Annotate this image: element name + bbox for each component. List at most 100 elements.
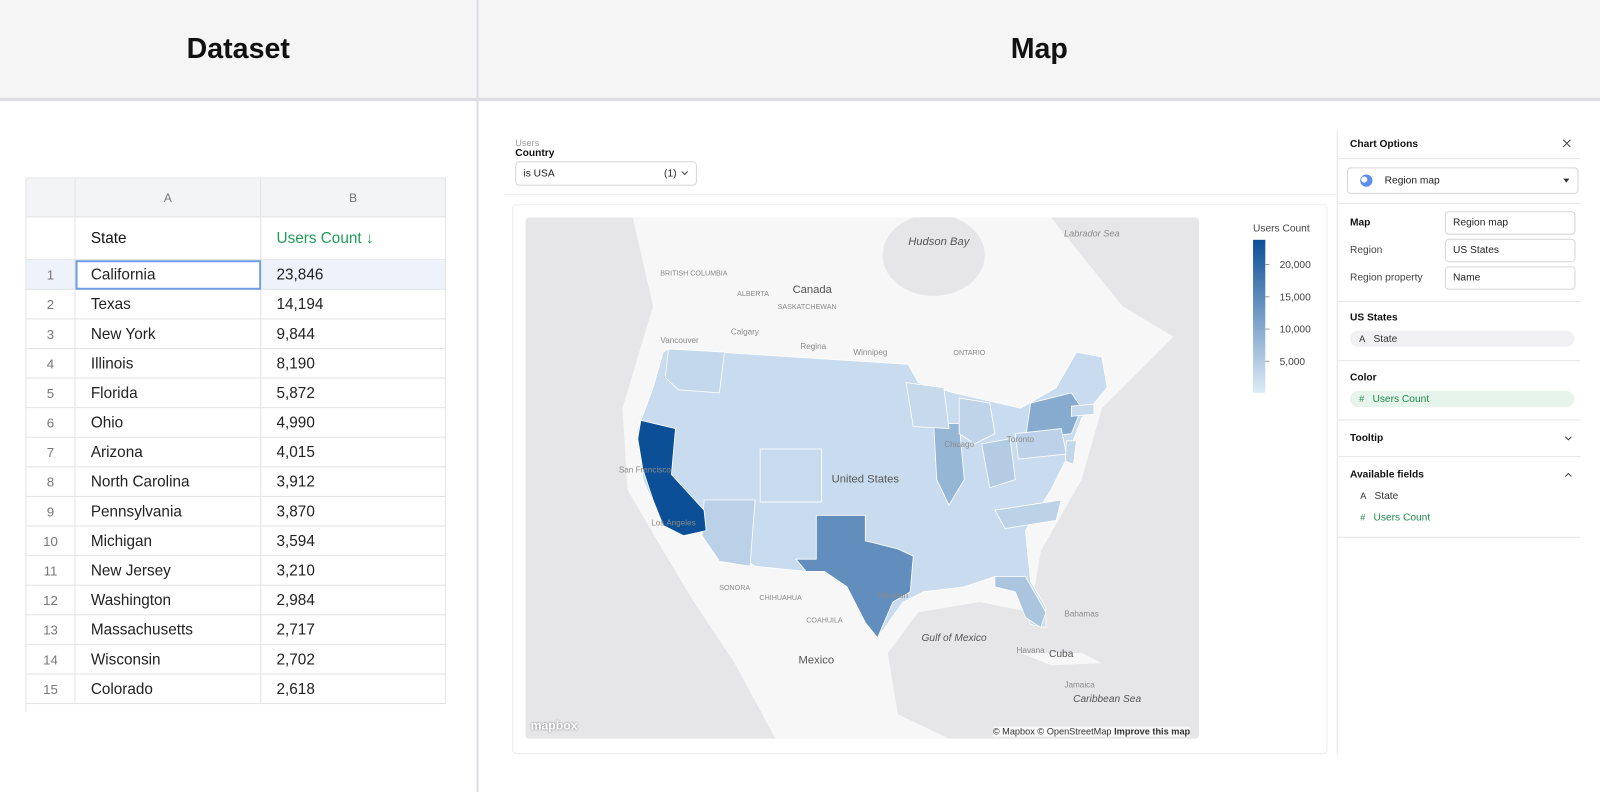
state-cell[interactable]: Florida xyxy=(75,378,262,409)
row-number: 14 xyxy=(26,644,76,675)
state-region[interactable] xyxy=(1071,403,1095,417)
column-letter[interactable]: B xyxy=(261,178,446,218)
map-label: Toronto xyxy=(1007,435,1035,444)
section-title[interactable]: Tooltip xyxy=(1349,432,1384,444)
map-label: Labrador Sea xyxy=(1064,229,1120,239)
state-cell[interactable]: Ohio xyxy=(75,408,262,438)
state-cell[interactable]: Illinois xyxy=(75,348,262,379)
field-name: Users Count xyxy=(1373,512,1431,524)
value-cell[interactable]: 3,912 xyxy=(261,467,446,497)
state-region[interactable] xyxy=(933,423,965,506)
state-cell[interactable]: Michigan xyxy=(75,526,262,557)
value-cell[interactable]: 14,194 xyxy=(261,289,446,320)
filter-field: Country xyxy=(515,147,555,160)
chevron xyxy=(1563,178,1570,183)
bay xyxy=(882,217,985,296)
value-cell[interactable]: 4,990 xyxy=(261,408,446,438)
state-cell[interactable]: Massachusetts xyxy=(75,615,262,645)
field-icon: A xyxy=(1360,490,1367,502)
option-select[interactable]: US States xyxy=(1444,238,1576,263)
value-cell[interactable]: 2,618 xyxy=(261,674,446,705)
map-attribution: © Mapbox © OpenStreetMap Improve this ma… xyxy=(992,726,1191,737)
legend-bar xyxy=(1253,239,1266,393)
chart-type: Region map xyxy=(1384,174,1440,187)
row-number: 10 xyxy=(26,526,76,557)
map-label: Chicago xyxy=(944,440,974,449)
map-label: Mexico xyxy=(799,654,835,666)
map-label: Vancouver xyxy=(660,336,699,345)
map-label: SONORA xyxy=(719,584,750,592)
divider xyxy=(476,0,479,792)
row-number: 4 xyxy=(26,348,76,379)
state-region[interactable] xyxy=(905,382,950,430)
column-header[interactable]: Users Count ↓ xyxy=(261,217,446,261)
state-region[interactable] xyxy=(664,348,725,394)
section-title[interactable]: Available fields xyxy=(1349,469,1424,481)
value-cell[interactable]: 2,984 xyxy=(261,585,446,616)
map-label: United States xyxy=(832,474,900,486)
option-value: Name xyxy=(1453,272,1481,284)
field-chip[interactable]: # Users Count xyxy=(1349,390,1575,408)
state-region[interactable] xyxy=(795,514,914,639)
improve-link[interactable]: Improve this map xyxy=(1114,726,1191,737)
row-number: 11 xyxy=(26,556,76,586)
state-cell[interactable]: North Carolina xyxy=(75,467,262,497)
legend-tick-label: 5,000 xyxy=(1280,357,1306,368)
value-cell[interactable]: 3,594 xyxy=(261,526,446,557)
state-region[interactable] xyxy=(1064,440,1077,465)
column-letter[interactable]: A xyxy=(75,178,262,218)
map-label: Regina xyxy=(800,342,826,351)
option-select[interactable]: Name xyxy=(1444,266,1576,290)
available-field[interactable]: # Users Count xyxy=(1360,512,1430,523)
map-label: CHIHUAHUA xyxy=(759,594,802,602)
map-label: ALBERTA xyxy=(737,290,769,298)
value-cell[interactable]: 9,844 xyxy=(261,319,446,349)
state-region[interactable] xyxy=(994,499,1062,530)
state-cell[interactable]: Washington xyxy=(75,585,262,616)
state-cell[interactable]: Colorado xyxy=(75,674,262,705)
state-cell[interactable]: California xyxy=(75,260,262,290)
row-number: 15 xyxy=(26,674,76,705)
corner-cell xyxy=(26,178,76,218)
state-cell[interactable]: New Jersey xyxy=(75,556,262,586)
row-number: 3 xyxy=(26,319,76,349)
close-button[interactable] xyxy=(1562,139,1571,148)
state-cell[interactable]: Wisconsin xyxy=(75,644,262,675)
map-label: Bahamas xyxy=(1064,609,1098,618)
map-label: Los Angeles xyxy=(651,519,695,528)
map-label: Winnipeg xyxy=(853,348,887,357)
value-cell[interactable]: 3,870 xyxy=(261,496,446,527)
state-region[interactable] xyxy=(637,419,707,537)
state-cell[interactable]: New York xyxy=(75,319,262,349)
map-label: San Francisco xyxy=(619,465,672,474)
row-number: 12 xyxy=(26,585,76,616)
column-header[interactable]: State xyxy=(75,217,262,261)
state-cell[interactable]: Arizona xyxy=(75,437,262,468)
value-cell[interactable]: 3,210 xyxy=(261,556,446,586)
value-cell[interactable]: 4,015 xyxy=(261,437,446,468)
available-field[interactable]: A State xyxy=(1360,491,1398,502)
state-region[interactable] xyxy=(994,576,1047,629)
panel-title: Map xyxy=(478,0,1600,102)
state-region[interactable] xyxy=(958,397,996,445)
field-chip[interactable]: A State xyxy=(1349,330,1575,347)
option-select[interactable]: Region map xyxy=(1444,211,1576,235)
state-cell[interactable]: Texas xyxy=(75,289,262,320)
value-cell[interactable]: 8,190 xyxy=(261,348,446,379)
state-region[interactable] xyxy=(981,438,1016,489)
option-value: US States xyxy=(1453,244,1499,257)
value-cell[interactable]: 23,846 xyxy=(261,260,446,290)
map-label: Houston xyxy=(878,591,908,600)
map-label: Cuba xyxy=(1049,649,1074,660)
map-card xyxy=(512,204,1328,755)
value-cell[interactable]: 5,872 xyxy=(261,378,446,409)
state-cell[interactable]: Pennsylvania xyxy=(75,496,262,527)
separator xyxy=(1337,301,1581,303)
state-region[interactable] xyxy=(1014,428,1067,460)
value-cell[interactable]: 2,702 xyxy=(261,644,446,675)
state-region[interactable] xyxy=(759,448,822,503)
value-cell[interactable]: 2,717 xyxy=(261,615,446,645)
chart-type-select[interactable]: Region map xyxy=(1346,167,1579,194)
filter-dropdown[interactable]: is USA (1) xyxy=(515,161,697,186)
